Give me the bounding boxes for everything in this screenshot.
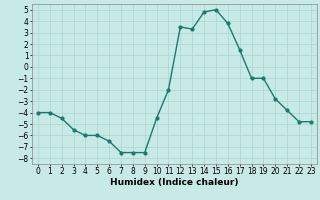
- X-axis label: Humidex (Indice chaleur): Humidex (Indice chaleur): [110, 178, 239, 187]
